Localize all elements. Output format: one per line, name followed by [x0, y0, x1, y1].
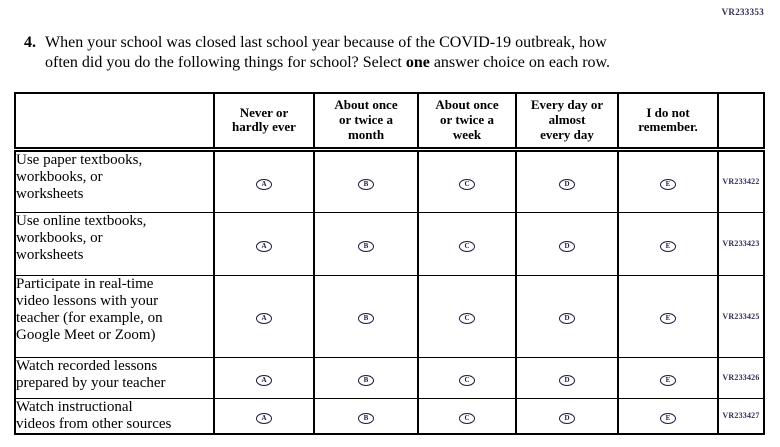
header-row: Never or hardly ever About once or twice… [14, 92, 765, 152]
table-row: Use online textbooks, workbooks, or work… [14, 211, 765, 276]
question-number: 4. [24, 34, 36, 51]
option-cell: E [617, 356, 719, 399]
option-bubble-d[interactable]: D [559, 412, 575, 424]
option-cell: B [313, 148, 419, 213]
option-bubble-d[interactable]: D [559, 374, 575, 386]
option-bubble-e[interactable]: E [660, 240, 676, 252]
option-cell: A [213, 148, 315, 213]
option-cell: D [515, 148, 619, 213]
option-bubble-c[interactable]: C [459, 412, 475, 424]
option-cell: D [515, 356, 619, 399]
option-cell: C [417, 148, 517, 213]
option-bubble-a[interactable]: A [256, 412, 272, 424]
option-cell: A [213, 211, 315, 276]
option-bubble-e[interactable]: E [660, 412, 676, 424]
option-bubble-a[interactable]: A [256, 313, 272, 324]
form-version-code: VR233353 [721, 7, 764, 17]
option-bubble-a[interactable]: A [256, 240, 272, 252]
column-header-no-remember: I do not remember. [617, 92, 719, 152]
column-header-every-day: Every day or almost every day [515, 92, 619, 152]
option-cell: D [515, 274, 619, 358]
table-row: Watch recorded lessons prepared by your … [14, 356, 765, 399]
option-cell: C [417, 274, 517, 358]
option-cell: C [417, 356, 517, 399]
option-bubble-d[interactable]: D [559, 313, 575, 324]
option-bubble-b[interactable]: B [358, 178, 374, 190]
question-text: When your school was closed last school … [45, 33, 610, 73]
column-header-month: About once or twice a month [313, 92, 419, 152]
corner-cell [14, 92, 215, 152]
table-row: Participate in real-time video lessons w… [14, 274, 765, 358]
row-code: VR233426 [717, 356, 765, 399]
option-cell: B [313, 274, 419, 358]
option-cell: B [313, 211, 419, 276]
option-bubble-a[interactable]: A [256, 374, 272, 386]
row-label: Participate in real-time video lessons w… [14, 274, 215, 358]
option-cell: B [313, 397, 419, 435]
row-label: Watch recorded lessons prepared by your … [14, 356, 215, 399]
row-label: Watch instructional videos from other so… [14, 397, 215, 435]
question-line-2-post: answer choice on each row. [429, 54, 611, 71]
question-line-2-bold: one [405, 54, 430, 71]
row-code: VR233423 [717, 211, 765, 276]
option-bubble-d[interactable]: D [559, 240, 575, 252]
option-bubble-c[interactable]: C [459, 178, 475, 190]
option-bubble-b[interactable]: B [358, 412, 374, 424]
option-cell: B [313, 356, 419, 399]
option-cell: E [617, 148, 719, 213]
option-cell: A [213, 397, 315, 435]
column-header-never: Never or hardly ever [213, 92, 315, 152]
option-bubble-e[interactable]: E [660, 313, 676, 324]
option-bubble-c[interactable]: C [459, 374, 475, 386]
question-line-1: When your school was closed last school … [45, 34, 607, 51]
option-bubble-b[interactable]: B [358, 374, 374, 386]
question-line-2-pre: often did you do the following things fo… [45, 54, 406, 71]
question-block: 4. When your school was closed last scho… [24, 33, 610, 73]
answer-grid: Never or hardly ever About once or twice… [14, 92, 765, 435]
option-cell: E [617, 211, 719, 276]
option-bubble-a[interactable]: A [256, 178, 272, 190]
row-code: VR233427 [717, 397, 765, 435]
option-bubble-b[interactable]: B [358, 313, 374, 324]
option-cell: D [515, 397, 619, 435]
option-cell: A [213, 356, 315, 399]
option-cell: A [213, 274, 315, 358]
code-column-header [717, 92, 765, 152]
table-row: Watch instructional videos from other so… [14, 397, 765, 435]
option-bubble-c[interactable]: C [459, 313, 475, 324]
row-code: VR233422 [717, 148, 765, 213]
option-bubble-e[interactable]: E [660, 178, 676, 190]
row-label: Use online textbooks, workbooks, or work… [14, 211, 215, 276]
option-cell: E [617, 274, 719, 358]
row-code: VR233425 [717, 274, 765, 358]
row-label: Use paper textbooks, workbooks, or works… [14, 148, 215, 213]
option-cell: C [417, 211, 517, 276]
option-cell: C [417, 397, 517, 435]
option-bubble-d[interactable]: D [559, 178, 575, 190]
table-row: Use paper textbooks, workbooks, or works… [14, 148, 765, 213]
option-cell: E [617, 397, 719, 435]
option-bubble-b[interactable]: B [358, 240, 374, 252]
option-cell: D [515, 211, 619, 276]
column-header-week: About once or twice a week [417, 92, 517, 152]
question-line-2: often did you do the following things fo… [45, 53, 610, 73]
option-bubble-e[interactable]: E [660, 374, 676, 386]
option-bubble-c[interactable]: C [459, 240, 475, 252]
